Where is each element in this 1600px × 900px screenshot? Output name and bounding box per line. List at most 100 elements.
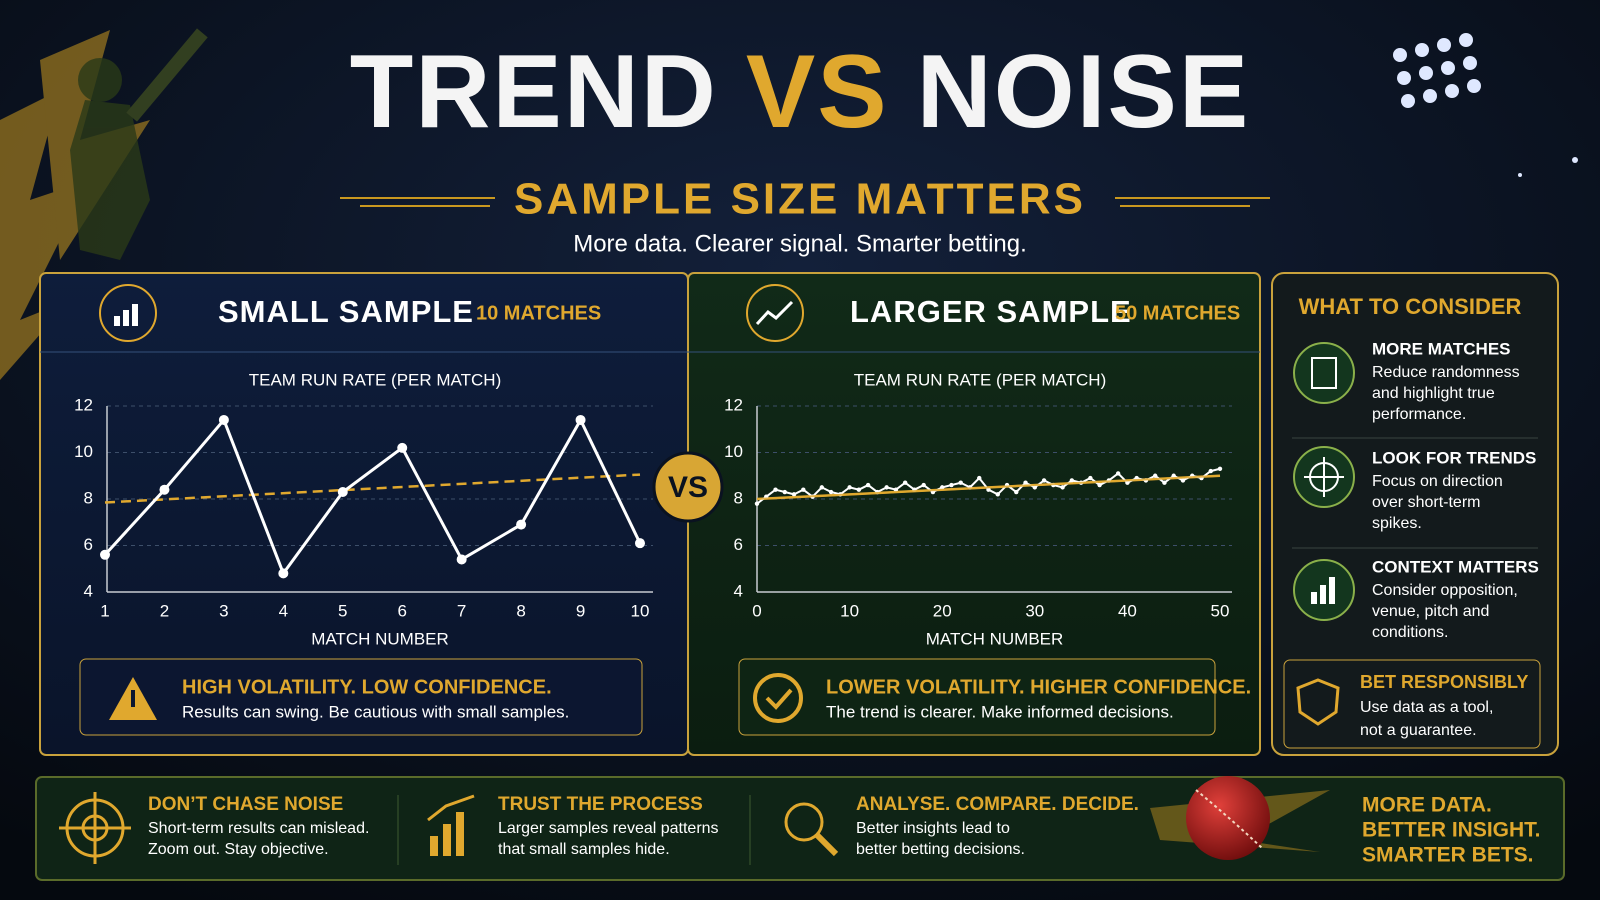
data-point <box>516 519 527 530</box>
data-point <box>884 485 889 490</box>
callout-box <box>738 658 1216 736</box>
cricket-ball <box>1150 776 1330 860</box>
footer-icons <box>59 792 839 865</box>
x-tick-label: 40 <box>1118 601 1137 620</box>
y-tick-label: 12 <box>74 395 93 414</box>
footer-text: Zoom out. Stay objective. <box>148 841 329 858</box>
title-part: NOISE <box>917 34 1251 150</box>
notice-text: not a guarantee. <box>1360 722 1477 739</box>
data-point <box>773 487 778 492</box>
item-title: MORE MATCHES <box>1372 339 1511 358</box>
x-tick-label: 9 <box>576 601 585 620</box>
data-point <box>1014 489 1019 495</box>
data-point <box>1125 480 1130 485</box>
x-tick-label: 5 <box>338 601 347 620</box>
footer-title: DON’T CHASE NOISE <box>148 794 343 815</box>
x-tick-label: 2 <box>160 601 169 620</box>
x-tick-label: 7 <box>457 601 466 620</box>
slogan: MORE DATA. <box>1362 794 1492 817</box>
data-point <box>1208 468 1213 474</box>
data-line <box>103 418 642 575</box>
item-text: venue, pitch and <box>1372 603 1489 620</box>
footer-title: ANALYSE. COMPARE. DECIDE. <box>856 794 1139 815</box>
y-tick-label: 8 <box>734 488 743 507</box>
y-tick-label: 12 <box>724 395 743 414</box>
data-point <box>847 485 852 490</box>
data-point <box>865 482 871 488</box>
data-point <box>1069 478 1075 483</box>
subtitle: SAMPLE SIZE MATTERS <box>514 175 1086 224</box>
data-point <box>940 485 945 490</box>
item-text: over short-term <box>1372 494 1480 511</box>
subtitle-rules <box>340 197 1270 207</box>
x-tick-label: 4 <box>279 601 288 620</box>
y-tick-label: 10 <box>74 442 93 461</box>
data-point <box>1097 482 1102 488</box>
panel-heading: SMALL SAMPLE <box>218 294 474 329</box>
callout-title: LOWER VOLATILITY. HIGHER CONFIDENCE. <box>826 676 1251 698</box>
data-point <box>856 487 862 492</box>
y-tick-label: 4 <box>84 581 93 600</box>
sidebar-icons <box>1293 342 1355 621</box>
footer-text: that small samples hide. <box>498 841 670 858</box>
x-tick-label: 8 <box>516 601 525 620</box>
x-tick-label: 3 <box>219 601 228 620</box>
vs-circle <box>652 451 724 523</box>
x-tick-label: 50 <box>1211 601 1230 620</box>
chart-title: TEAM RUN RATE (PER MATCH) <box>249 370 501 389</box>
batsman-silhouette <box>70 28 208 260</box>
callout-box <box>79 658 643 736</box>
notice-title: BET RESPONSIBLY <box>1360 672 1528 692</box>
warning-icon <box>131 690 135 707</box>
footer-text: better betting decisions. <box>856 841 1025 858</box>
header-icons <box>99 284 804 342</box>
callout-text: Results can swing. Be cautious with smal… <box>182 702 569 721</box>
data-point <box>819 485 825 490</box>
title-part: TREND <box>350 34 718 150</box>
y-tick-label: 6 <box>734 535 743 554</box>
trend-line <box>104 473 641 504</box>
data-point <box>635 538 645 549</box>
footer-text: Larger samples reveal patterns <box>498 820 719 837</box>
y-tick-label: 4 <box>734 581 743 600</box>
data-point <box>1115 471 1121 476</box>
data-point <box>986 487 991 492</box>
callout-title: HIGH VOLATILITY. LOW CONFIDENCE. <box>182 676 552 698</box>
title: TREND VS NOISE <box>350 34 1251 150</box>
data-point <box>995 492 1000 497</box>
footer <box>35 776 1565 881</box>
item-text: Consider opposition, <box>1372 582 1518 599</box>
shield-icon <box>1296 678 1340 726</box>
item-title: LOOK FOR TRENDS <box>1372 448 1536 467</box>
panel-heading: LARGER SAMPLE <box>850 294 1132 329</box>
data-point <box>1217 466 1223 471</box>
item-text: Reduce randomness <box>1372 364 1520 381</box>
data-point <box>1162 480 1167 485</box>
data-point <box>159 484 170 495</box>
data-point <box>1023 480 1028 485</box>
item-title: CONTEXT MATTERS <box>1372 557 1539 576</box>
x-tick-label: 20 <box>933 601 952 620</box>
footer-text: Short-term results can mislead. <box>148 820 369 837</box>
y-tick-label: 6 <box>84 535 93 554</box>
sidebar-title: WHAT TO CONSIDER <box>1299 294 1522 319</box>
y-tick-label: 8 <box>84 488 93 507</box>
slogan: SMARTER BETS. <box>1362 844 1534 867</box>
data-point <box>100 549 110 560</box>
notice-box <box>1283 659 1541 749</box>
y-tick-label: 10 <box>724 442 743 461</box>
data-point <box>949 482 954 488</box>
data-point <box>782 489 787 495</box>
trend-line <box>756 474 1221 500</box>
x-tick-label: 30 <box>1025 601 1044 620</box>
panel-badge: 10 MATCHES <box>476 302 601 324</box>
data-point <box>1032 485 1038 490</box>
data-point <box>828 489 834 495</box>
data-point <box>397 442 408 453</box>
data-point <box>958 480 963 485</box>
data-point <box>1171 473 1176 478</box>
data-point <box>218 414 229 425</box>
x-axis-label: MATCH NUMBER <box>926 629 1064 648</box>
data-point <box>1088 475 1093 481</box>
